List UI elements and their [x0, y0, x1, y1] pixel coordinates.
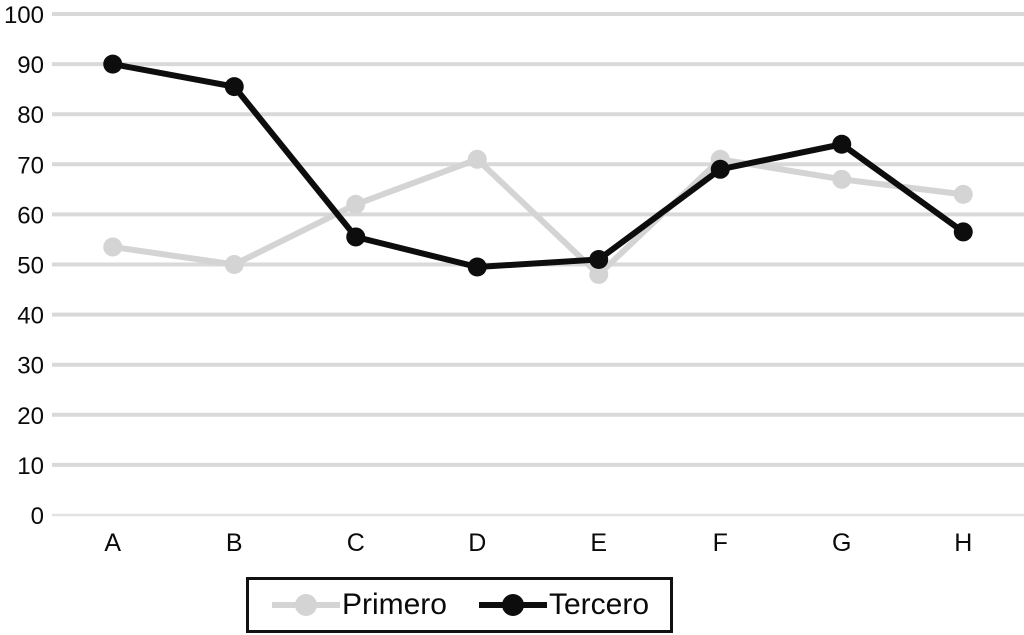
x-tick-label-C: C: [347, 529, 365, 557]
data-point-primero-E: [589, 265, 609, 285]
data-point-primero-A: [103, 237, 123, 257]
y-tick-label-10: 10: [17, 453, 44, 480]
data-point-primero-C: [346, 194, 366, 214]
y-tick-label-70: 70: [17, 152, 44, 179]
data-point-primero-B: [224, 255, 244, 274]
data-point-primero-D: [467, 149, 487, 169]
legend-label-primero: Primero: [341, 588, 447, 621]
x-tick-label-D: D: [468, 529, 486, 557]
series-line-tercero: [112, 61, 966, 271]
data-point-tercero-H: [953, 222, 973, 242]
data-point-tercero-A: [103, 54, 123, 74]
data-point-primero-G: [832, 169, 852, 189]
series-line-primero: [112, 155, 964, 279]
y-tick-label-20: 20: [17, 403, 44, 430]
plot-area: 0 10 20 30 40 50 60 70 80 90 100 A B C D E F G H: [4, 2, 1024, 557]
legend-label-tercero: Tercero: [548, 588, 650, 621]
primero-series-marker-icon: [271, 594, 340, 616]
x-tick-label-G: G: [832, 529, 851, 557]
tercero-series-marker-icon: [478, 594, 547, 616]
data-point-tercero-D: [467, 257, 487, 277]
y-tick-label-50: 50: [17, 253, 44, 280]
y-tick-label-90: 90: [17, 52, 44, 79]
y-tick-label-60: 60: [17, 202, 44, 229]
y-tick-label-80: 80: [17, 102, 44, 129]
data-point-tercero-C: [346, 227, 366, 247]
legend-item-primero: Primero: [270, 590, 447, 620]
x-tick-label-A: A: [104, 529, 121, 557]
data-point-primero-H: [953, 184, 973, 204]
data-point-tercero-G: [832, 134, 852, 154]
y-tick-label-0: 0: [31, 503, 44, 530]
y-tick-label-100: 100: [4, 2, 44, 29]
legend: Primero Tercero: [246, 577, 673, 633]
data-point-tercero-E: [589, 249, 609, 269]
x-tick-label-E: E: [590, 529, 607, 557]
y-tick-label-40: 40: [17, 303, 44, 330]
data-point-tercero-F: [710, 159, 730, 179]
legend-item-tercero: Tercero: [477, 590, 649, 620]
x-tick-label-B: B: [226, 529, 243, 557]
data-point-tercero-B: [224, 77, 244, 97]
x-tick-label-H: H: [954, 529, 972, 557]
x-tick-label-F: F: [713, 529, 728, 557]
y-tick-label-30: 30: [17, 353, 44, 380]
